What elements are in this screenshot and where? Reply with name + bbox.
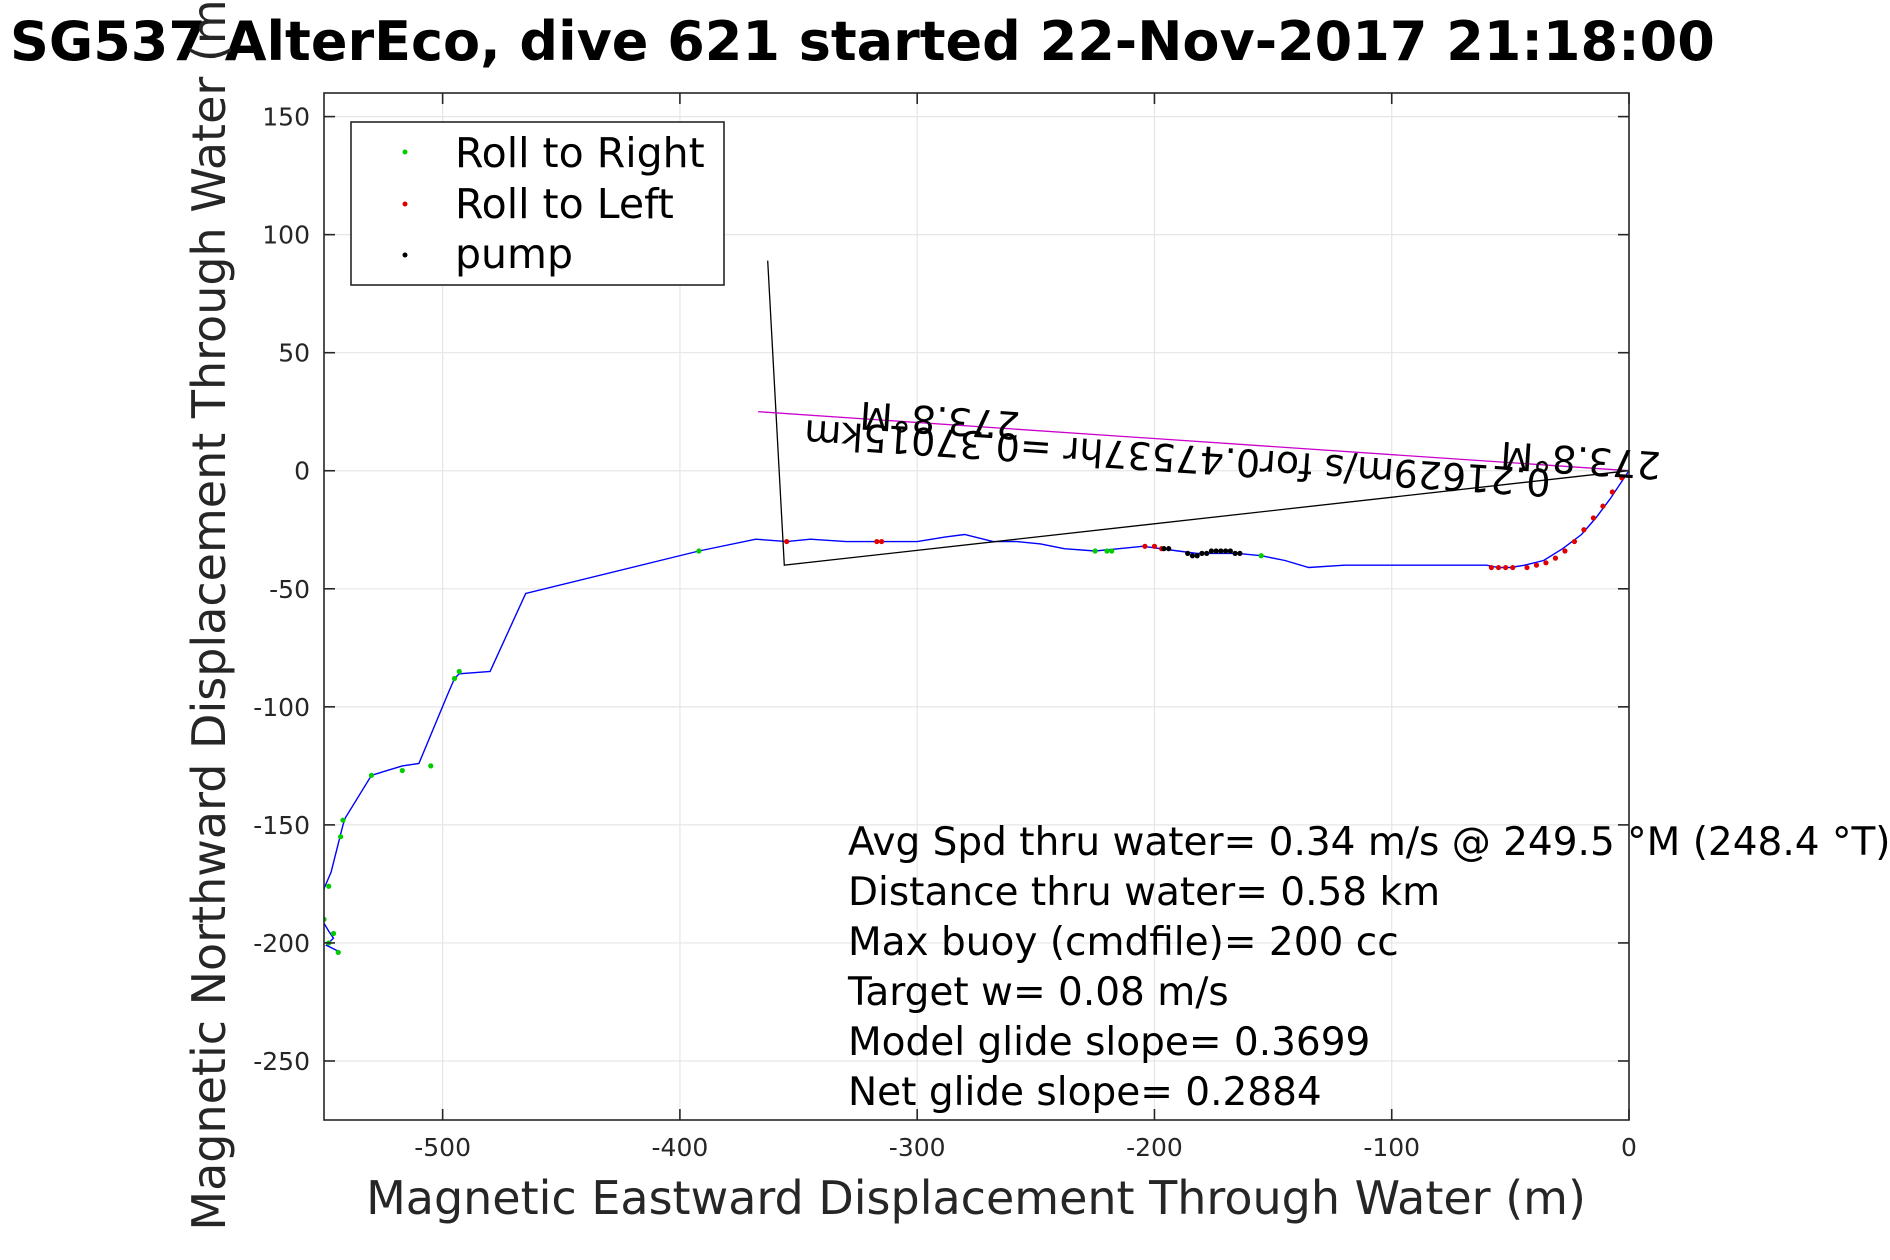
legend-label-roll-left: Roll to Left <box>455 180 674 228</box>
x-tick-label: -100 <box>1363 1133 1420 1162</box>
pump-point <box>1185 550 1191 556</box>
pump-point <box>1199 550 1205 556</box>
roll-left-point <box>1552 555 1559 561</box>
x-tick-label: -300 <box>889 1133 946 1162</box>
pump-point <box>1204 550 1210 556</box>
y-tick-label: -150 <box>253 811 310 840</box>
roll-left-point <box>1495 564 1502 571</box>
pump-point <box>1189 553 1196 559</box>
roll-left-point <box>1503 564 1509 571</box>
roll-right-point <box>338 834 344 840</box>
roll-right-point <box>696 548 702 554</box>
x-tick-label: 0 <box>1621 1133 1637 1162</box>
roll-right-point <box>428 763 434 769</box>
y-axis-label: Magnetic Northward Displacement Through … <box>182 0 236 1231</box>
pump-point <box>1237 550 1243 556</box>
stat-model-glide: Model glide slope= 0.3699 <box>848 1020 1370 1065</box>
roll-right-point <box>1092 548 1098 554</box>
stat-max-buoy: Max buoy (cmdfile)= 200 cc <box>848 920 1399 965</box>
roll-right-point <box>456 668 462 675</box>
x-tick-label: -200 <box>1126 1133 1183 1162</box>
roll-right-point <box>399 767 405 774</box>
y-tick-label: -100 <box>253 693 310 722</box>
plot-area <box>324 260 1629 955</box>
legend-marker-roll-right <box>402 149 408 155</box>
roll-right-point <box>1104 548 1110 554</box>
roll-left-point <box>1609 489 1615 495</box>
pump-point <box>1218 548 1224 554</box>
y-tick-label: -250 <box>253 1047 310 1076</box>
legend-marker-roll-left <box>402 201 408 207</box>
stat-net-glide: Net glide slope= 0.2884 <box>848 1070 1322 1115</box>
pump-point <box>1208 548 1214 554</box>
roll-left-point <box>1600 503 1606 509</box>
legend-marker-pump <box>402 252 408 258</box>
roll-right-point <box>1109 548 1115 554</box>
roll-right-point <box>1258 553 1264 559</box>
roll-left-point <box>1142 543 1148 549</box>
roll-left-point <box>1562 548 1568 554</box>
y-tick-label: 150 <box>262 103 310 132</box>
axis-ticks: -500 -400 -300 -200 -100 0 150 100 50 0 -50 -100 -15… <box>253 93 1637 1162</box>
x-tick-label: -400 <box>652 1133 709 1162</box>
roll-left-point <box>878 538 885 545</box>
stat-avg-speed: Avg Spd thru water= 0.34 m/s @ 249.5 °M … <box>848 820 1890 865</box>
roll-left-point <box>1488 564 1494 571</box>
pump-point <box>1166 546 1172 552</box>
roll-right-point <box>335 949 341 955</box>
roll-left-point <box>1524 564 1530 571</box>
roll-right-point <box>368 772 375 778</box>
y-tick-label: 0 <box>294 457 310 486</box>
stat-target-w: Target w= 0.08 m/s <box>847 970 1229 1015</box>
y-tick-label: -50 <box>269 575 310 604</box>
roll-left-point <box>784 538 790 545</box>
heading-label: 0.21629m/s for0.47537hr =0.37015km <box>803 411 1552 504</box>
chart-title: SG537 AlterEco, dive 621 started 22-Nov-… <box>10 10 1715 73</box>
roll-left-point <box>1571 538 1578 545</box>
pump-point <box>1232 550 1238 556</box>
legend-label-roll-right: Roll to Right <box>455 129 705 177</box>
roll-left-point <box>1533 562 1540 568</box>
x-tick-label: -500 <box>414 1133 471 1162</box>
roll-right-point <box>326 883 332 889</box>
roll-left-point <box>1590 515 1597 521</box>
roll-left-point <box>1543 560 1549 566</box>
stat-distance: Distance thru water= 0.58 km <box>848 870 1440 915</box>
y-tick-label: 100 <box>262 221 310 250</box>
dive-stats: Avg Spd thru water= 0.34 m/s @ 249.5 °M … <box>847 820 1890 1115</box>
pump-point <box>1194 553 1200 559</box>
heading-label: 273.8°M <box>1499 433 1662 488</box>
plot-frame <box>323 92 1630 1121</box>
roll-right-point <box>330 930 337 937</box>
roll-left-point <box>1510 564 1516 571</box>
x-axis-label: Magnetic Eastward Displacement Through W… <box>366 1171 1586 1225</box>
roll-left-point <box>1151 543 1158 549</box>
heading-annotations: 273.8°M0.21629m/s for0.47537hr =0.37015k… <box>803 393 1662 505</box>
legend: Roll to Right Roll to Left pump <box>350 121 725 286</box>
roll-left-point <box>1581 527 1587 533</box>
roll-right-point <box>451 675 458 682</box>
pump-point <box>1223 548 1229 554</box>
y-tick-label: -200 <box>253 929 310 958</box>
y-tick-label: 50 <box>278 339 310 368</box>
legend-box <box>350 121 725 286</box>
roll-left-point <box>1619 475 1625 481</box>
pump-point <box>1161 546 1167 552</box>
current-vector-line <box>758 411 1629 472</box>
pump-point <box>1213 548 1219 554</box>
legend-label-pump: pump <box>455 230 573 278</box>
heading-line <box>767 260 1629 566</box>
roll-right-point <box>340 817 346 823</box>
roll-left-point <box>874 538 880 545</box>
heading-label: 273.8°M <box>858 393 1021 448</box>
pump-point <box>1227 548 1233 554</box>
